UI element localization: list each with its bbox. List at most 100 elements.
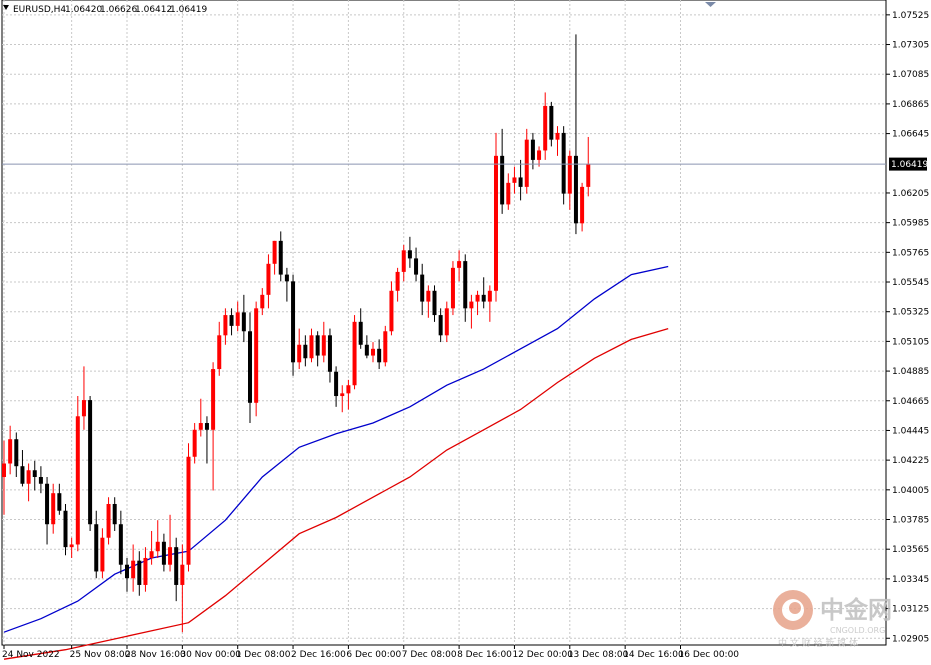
candle-bear [420,263,425,316]
candle-bear [118,510,123,575]
candle-bull [106,497,111,545]
candle-bull [155,520,160,558]
candle-body [481,294,486,302]
watermark-brand: 中金网 [820,596,892,624]
header-menu-icon[interactable] [3,5,9,10]
symbol-label: EURUSD,H4 [13,5,66,15]
candle-bear [20,450,25,487]
y-tick-label: 1.05545 [892,278,929,288]
candle-bear [112,497,117,531]
open-value: 1.06420 [65,5,102,15]
candle-body [192,429,197,457]
x-tick-label: 8 Dec 16:00 [457,650,512,660]
candle-body [180,564,185,585]
candle-body [543,105,548,151]
candle-body [327,335,332,372]
x-tick-label: 30 Nov 00:00 [180,650,241,660]
current-price-label: 1.06419 [891,160,928,170]
candle-body [229,315,234,326]
candle-bull [586,136,591,197]
candle-body [371,348,375,356]
candle-bull [297,328,302,370]
x-tick-label: 28 Nov 16:00 [125,650,186,660]
candle-body [38,477,43,484]
candle-bear [573,34,578,235]
candle-body [414,258,419,275]
candle-bull [475,290,480,316]
candle-bull [260,288,265,316]
current-price-tag: 1.06419 [889,157,928,171]
candle-body [500,155,505,205]
candle-body [530,139,535,160]
y-tick-label: 1.07305 [892,41,929,51]
candle-bear [45,477,50,545]
candle-body [340,393,345,397]
candle-body [278,240,283,275]
candle-bull [524,128,529,194]
candle-body [401,250,406,272]
candle-bear [32,460,37,491]
candle-body [161,541,166,565]
candle-body [20,466,25,484]
candle-bull [235,301,240,332]
x-tick-label: 6 Dec 00:00 [346,650,401,660]
candle-bull [346,379,351,410]
candle-bull [217,321,222,376]
candle-body [51,493,56,525]
watermark-tagline: 中 文 财 经 新 媒 体 [778,637,858,649]
candle-bear [38,466,43,494]
candle-bull [75,396,80,552]
candle-body [266,263,271,295]
candle-bull [555,126,560,156]
candle-body [444,308,449,336]
candle-bull [389,281,394,336]
candle-bear [549,101,554,147]
y-tick-label: 1.04445 [892,426,929,436]
candle-body [432,290,437,316]
candle-bear [88,396,93,531]
candle-body [580,186,585,224]
candle-body [32,470,37,478]
candle-bear [358,308,363,349]
candle-body [137,560,142,585]
candle-body [389,290,394,332]
candle-body [88,400,93,525]
candle-body [149,551,154,558]
candle-bear [14,432,19,478]
candle-bear [414,247,419,282]
candle-body [309,335,314,359]
candle-bear [530,132,535,170]
candle-body [284,274,289,282]
candle-body [297,344,302,363]
candle-body [469,301,474,309]
y-tick-label: 1.03785 [892,516,929,526]
candle-bear [377,339,382,370]
grid [1,0,887,646]
candle-bull [198,398,203,437]
candle-body [8,439,13,464]
candle-bull [254,301,259,417]
candle-body [407,250,412,259]
candle-bear [174,537,179,602]
candle-bull [506,173,511,210]
x-tick-label: 13 Dec 08:00 [568,650,629,660]
candle-bull [223,308,228,345]
candle-bear [407,236,412,268]
candle-body [94,524,99,572]
chart-shift-marker-icon[interactable] [705,2,716,7]
candle-body [217,335,222,370]
candle-bull [580,182,585,232]
candle-body [512,177,517,183]
y-tick-label: 1.02905 [892,634,929,644]
candle-bear [284,267,289,302]
candle-body [272,240,277,264]
candle-body [518,177,523,187]
ma-slow-line [3,327,669,660]
candle-bear [315,331,320,367]
moving-averages [3,265,669,660]
y-tick-label: 1.06205 [892,189,929,199]
ma-fast-line [3,265,669,633]
candle-bull [168,514,173,572]
